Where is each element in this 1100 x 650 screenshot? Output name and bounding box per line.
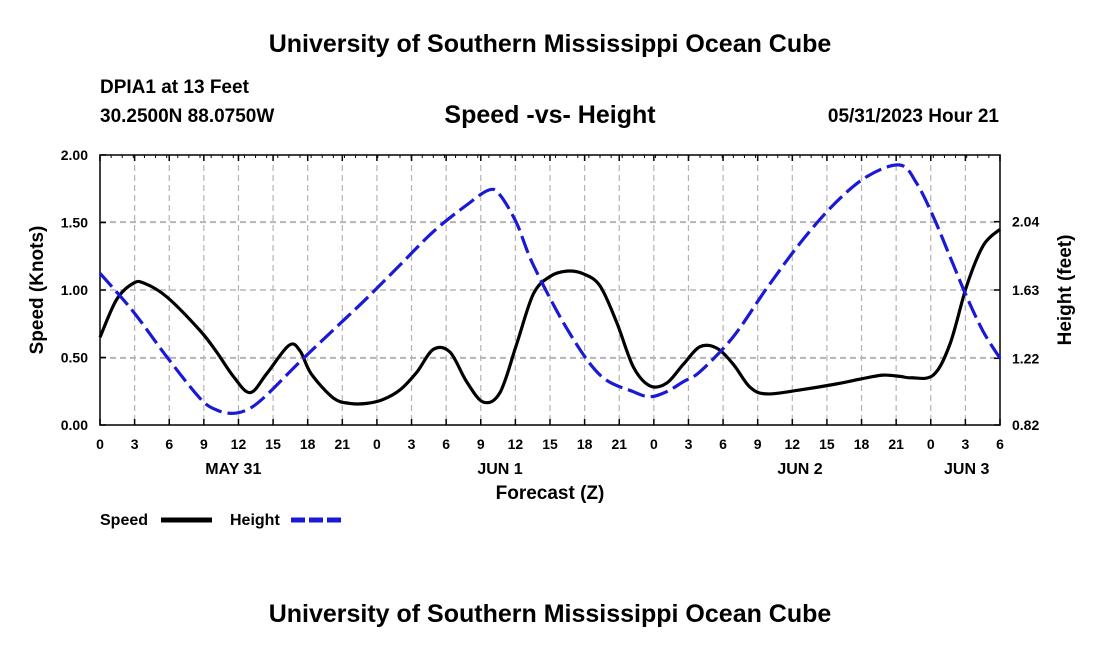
y-tick-label: 0.50: [61, 350, 88, 366]
series-lines: [98, 163, 1002, 415]
legend: Speed Height: [100, 512, 342, 529]
day-label: JUN 3: [944, 461, 989, 478]
y-axis-title: Speed (Knots): [27, 226, 48, 355]
y2-tick-label: 1.22: [1012, 350, 1039, 366]
day-label: MAY 31: [205, 461, 261, 478]
x-tick-label: 6: [165, 436, 173, 452]
y-tick-label: 2.00: [61, 147, 88, 163]
station-coordinates: 30.2500N 88.0750W: [100, 106, 275, 127]
chart-title: Speed -vs- Height: [444, 101, 656, 129]
grid: [100, 155, 1000, 425]
station-label: DPIA1 at 13 Feet: [100, 77, 249, 98]
x-tick-label: 0: [96, 436, 104, 452]
day-label: JUN 1: [477, 461, 522, 478]
y-tick-label: 1.00: [61, 282, 88, 298]
x-tick-label: 18: [854, 436, 870, 452]
footer-title: University of Southern Mississippi Ocean…: [268, 600, 832, 628]
x-tick-label: 18: [577, 436, 593, 452]
axis-labels: 0 3 6 9 12 15 18 21 0 3 6 9 12 15 18 21 0 3 6 9 12 15 18 21 0 3 6 M…: [61, 147, 1040, 478]
x-tick-label: 21: [888, 436, 904, 452]
x-tick-label: 21: [611, 436, 627, 452]
x-tick-label: 12: [508, 436, 524, 452]
x-tick-label: 0: [927, 436, 935, 452]
series-line-height: [98, 163, 1002, 415]
day-label: JUN 2: [777, 461, 822, 478]
y2-axis-title: Height (feet): [1055, 235, 1076, 346]
x-tick-label: 3: [408, 436, 416, 452]
x-tick-label: 6: [719, 436, 727, 452]
x-tick-label: 3: [961, 436, 969, 452]
x-tick-label: 15: [542, 436, 558, 452]
x-axis-title: Forecast (Z): [496, 483, 605, 504]
y-tick-label: 1.50: [61, 215, 88, 231]
x-tick-label: 6: [442, 436, 450, 452]
x-tick-label: 0: [650, 436, 658, 452]
x-tick-label: 15: [819, 436, 835, 452]
y-tick-label: 0.00: [61, 417, 88, 433]
page-title: University of Southern Mississippi Ocean…: [268, 30, 832, 58]
x-tick-label: 15: [265, 436, 281, 452]
x-tick-label: 9: [477, 436, 485, 452]
y2-tick-label: 1.63: [1012, 282, 1039, 298]
axis-ticks: [99, 154, 1001, 426]
x-tick-label: 3: [685, 436, 693, 452]
series-line-speed: [98, 228, 1002, 406]
x-tick-label: 21: [335, 436, 351, 452]
x-tick-label: 9: [200, 436, 208, 452]
x-tick-label: 3: [131, 436, 139, 452]
x-tick-label: 6: [996, 436, 1004, 452]
x-tick-label: 12: [231, 436, 247, 452]
y2-tick-label: 2.04: [1012, 214, 1039, 230]
forecast-datetime: 05/31/2023 Hour 21: [827, 106, 999, 127]
legend-speed-label: Speed: [100, 512, 148, 529]
x-tick-label: 9: [754, 436, 762, 452]
y2-tick-label: 0.82: [1012, 417, 1039, 433]
x-tick-label: 0: [373, 436, 381, 452]
x-tick-label: 12: [785, 436, 801, 452]
x-tick-label: 18: [300, 436, 316, 452]
legend-height-label: Height: [230, 512, 280, 529]
